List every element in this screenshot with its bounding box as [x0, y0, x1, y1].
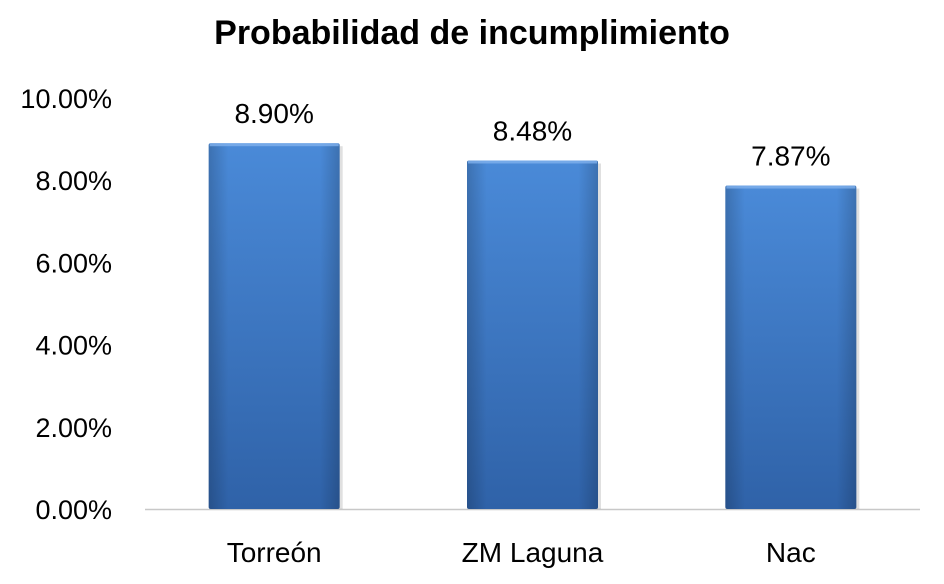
data-label: 8.90% — [234, 98, 313, 129]
y-tick-label: 0.00% — [35, 495, 112, 525]
data-label: 7.87% — [751, 141, 830, 172]
y-tick-label: 8.00% — [35, 166, 112, 196]
bar-highlight — [726, 185, 856, 189]
y-tick-label: 4.00% — [35, 331, 112, 361]
y-tick-label: 2.00% — [35, 413, 112, 443]
y-tick-label: 10.00% — [20, 84, 112, 114]
bar-shading — [467, 160, 598, 510]
bar-shading — [725, 185, 857, 509]
bar-shading — [208, 143, 340, 509]
x-category-label: Nac — [766, 537, 816, 568]
chart-title: Probabilidad de incumplimiento — [214, 14, 730, 52]
x-category-label: ZM Laguna — [462, 537, 604, 568]
bar-highlight — [209, 143, 339, 147]
bar-highlight — [468, 160, 597, 164]
data-label: 8.48% — [493, 115, 572, 146]
x-category-label: Torreón — [227, 537, 322, 568]
y-tick-label: 6.00% — [35, 248, 112, 278]
